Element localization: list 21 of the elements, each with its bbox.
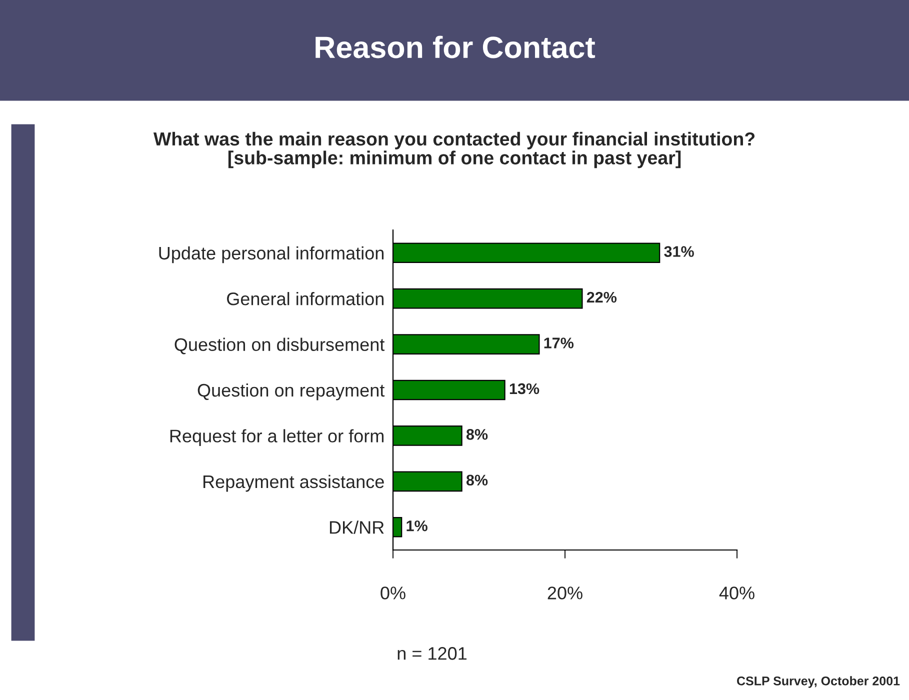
y-tick-label: Question on disbursement: [174, 338, 385, 354]
y-tick-label: Request for a letter or form: [170, 429, 384, 446]
y-tick-label: General information: [227, 292, 384, 306]
x-tick-label: 0%: [380, 586, 406, 600]
y-tick-label: Update personal information: [159, 246, 384, 264]
y-tick-label: DK/NR: [330, 520, 384, 534]
data-label: 8%: [466, 428, 488, 440]
data-label: 8%: [466, 474, 488, 486]
data-label: 17%: [544, 338, 574, 348]
data-label: 31%: [664, 246, 694, 257]
chart-subtitle: What was the main reason you contacted your financial institution? [sub-sample: minimum of one contact in past year]: [153, 132, 755, 168]
text: CSLP Survey, October 2001: [737, 676, 900, 688]
chart-title: Reason for Contact: [316, 36, 596, 58]
x-tick-label: 20%: [548, 586, 582, 600]
data-label: 13%: [510, 383, 540, 394]
data-label: 1%: [406, 520, 428, 532]
x-tick-label: 40%: [719, 586, 754, 600]
text: n = 1201: [398, 647, 467, 660]
y-tick-label: Repayment assistance: [204, 474, 384, 492]
data-label: 22%: [586, 292, 617, 303]
y-tick-label: Question on repayment: [198, 383, 385, 400]
